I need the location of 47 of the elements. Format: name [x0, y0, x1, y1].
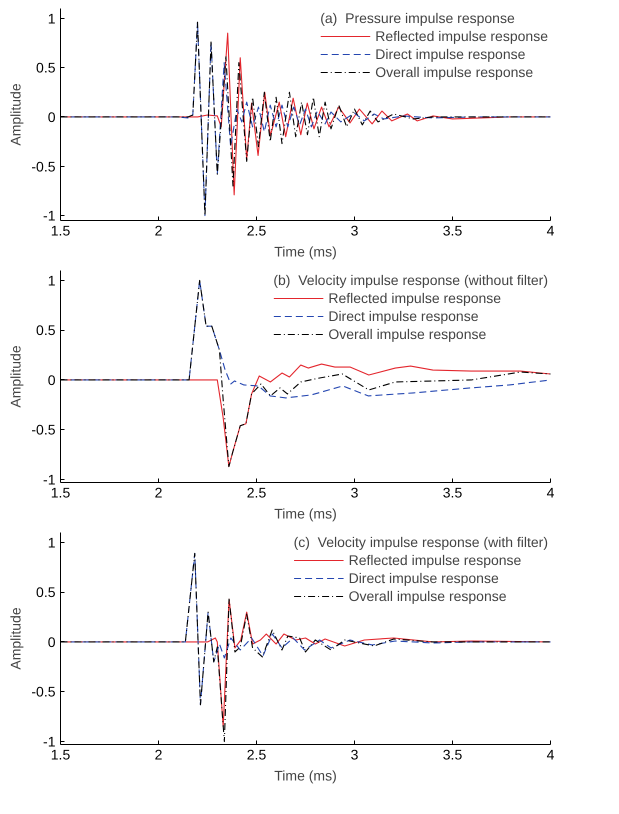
- x-tick-label: 2: [154, 746, 163, 762]
- y-tick-label: -0.5: [31, 422, 56, 438]
- legend-label: Direct impulse response: [328, 308, 478, 324]
- y-tick-label: 0: [48, 108, 56, 125]
- x-tick-label: 4: [546, 222, 555, 238]
- legend-label: Direct impulse response: [375, 46, 526, 62]
- y-tick-label: -0.5: [31, 158, 56, 174]
- y-tick-label: 0: [48, 372, 56, 388]
- legend-label: Overall impulse response: [375, 64, 534, 80]
- y-tick-label: -0.5: [31, 684, 56, 700]
- y-axis-title: Amplitude: [7, 345, 24, 408]
- y-axis-title: Amplitude: [7, 607, 24, 670]
- y-tick-label: 1: [48, 272, 56, 288]
- x-tick-label: 2.5: [246, 484, 266, 500]
- legend-label: Reflected impulse response: [375, 28, 548, 44]
- x-tick-label: 4: [546, 746, 555, 762]
- x-tick-label: 2: [154, 484, 163, 500]
- x-tick-label: 3: [350, 746, 359, 762]
- legend-label: Reflected impulse response: [348, 552, 522, 568]
- x-axis-title: Time (ms): [274, 506, 337, 522]
- y-tick-label: 1: [48, 10, 56, 26]
- y-tick-label: 0: [48, 634, 56, 650]
- legend-title: (c) Velocity impulse response (with filter): [294, 534, 548, 550]
- y-tick-label: 0.5: [36, 322, 56, 338]
- y-axis-title: Amplitude: [7, 83, 24, 146]
- y-tick-label: 1: [48, 534, 56, 550]
- legend-title: (a) Pressure impulse response: [320, 10, 516, 26]
- legend-label: Overall impulse response: [328, 326, 486, 342]
- legend-label: Reflected impulse response: [328, 290, 502, 306]
- x-axis-title: Time (ms): [274, 244, 337, 260]
- legend-label: Direct impulse response: [348, 570, 499, 586]
- x-tick-label: 3.5: [442, 484, 462, 500]
- x-tick-label: 4: [546, 484, 555, 500]
- x-tick-label: 3: [350, 484, 359, 500]
- x-tick-label: 2: [154, 222, 163, 238]
- y-tick-label: -1: [43, 208, 56, 224]
- legend-title: (b) Velocity impulse response (without filter): [273, 272, 548, 288]
- legend-label: Overall impulse response: [348, 588, 507, 604]
- x-tick-label: 2.5: [246, 222, 266, 238]
- x-tick-label: 1.5: [50, 222, 70, 238]
- x-tick-label: 3.5: [442, 222, 462, 238]
- x-axis-title: Time (ms): [274, 768, 337, 784]
- x-tick-label: 3: [350, 222, 359, 238]
- x-tick-label: 2.5: [246, 746, 266, 762]
- y-tick-label: 0.5: [36, 60, 56, 76]
- x-tick-label: 3.5: [442, 746, 462, 762]
- y-tick-label: 0.5: [36, 584, 56, 600]
